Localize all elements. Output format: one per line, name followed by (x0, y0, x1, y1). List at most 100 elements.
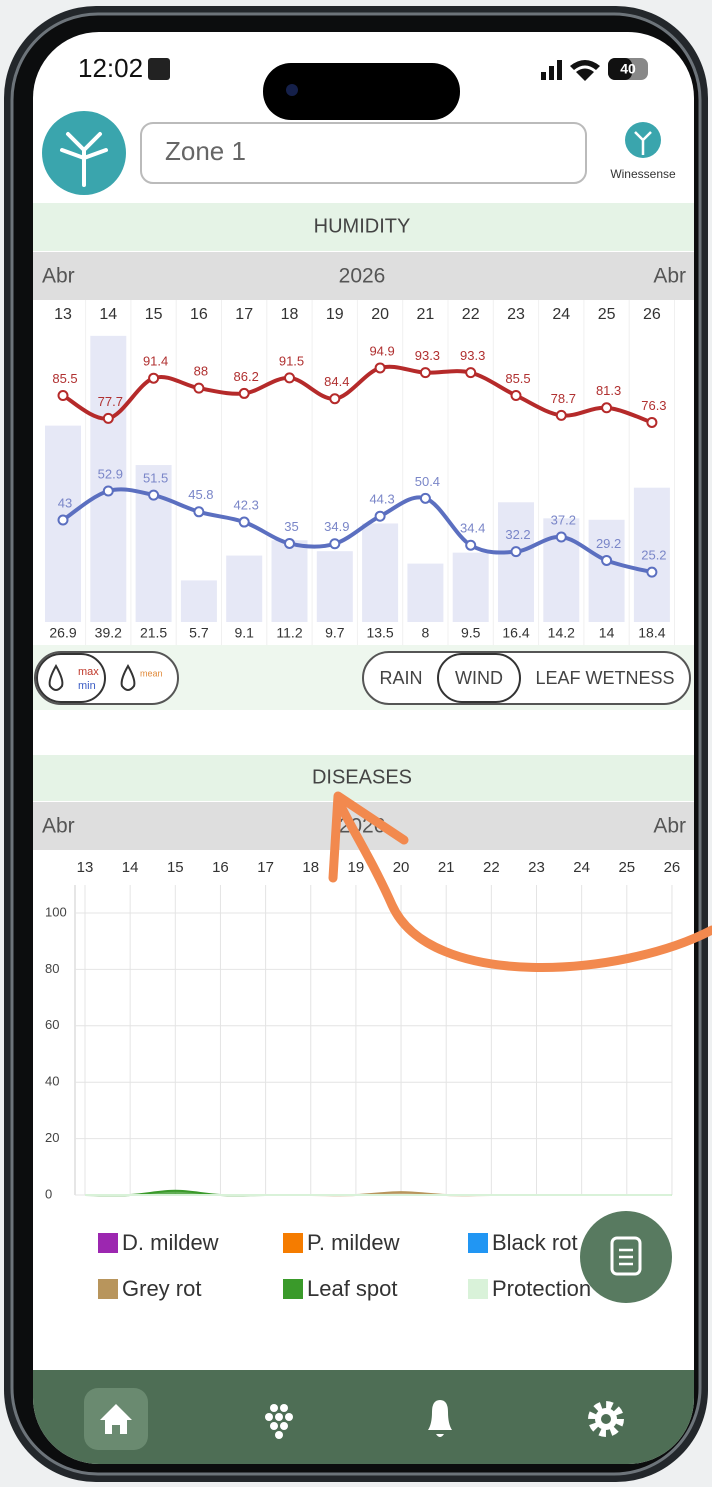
legend-swatch (98, 1279, 118, 1299)
min-point (646, 566, 658, 578)
max-label: 81.3 (596, 383, 621, 398)
report-lines (619, 1248, 633, 1266)
min-point (57, 514, 69, 526)
x-tick-label: 22 (483, 859, 500, 876)
toggle-maxmin[interactable] (36, 653, 106, 703)
max-point (238, 387, 250, 399)
max-label: 77.7 (98, 394, 123, 409)
bar-label: 9.7 (325, 625, 345, 641)
month-left: Abr (42, 815, 75, 838)
toggle-max: max (78, 666, 99, 678)
nav-home[interactable] (100, 1404, 132, 1434)
nav-settings[interactable] (588, 1401, 624, 1437)
min-point (329, 538, 341, 550)
max-point (555, 409, 567, 421)
max-point (284, 372, 295, 384)
day-label: 23 (507, 306, 525, 323)
drop-icon (48, 663, 64, 691)
max-label: 84.4 (324, 374, 349, 389)
mode-button[interactable]: RAIN (379, 668, 422, 688)
day-label: 19 (326, 306, 344, 323)
min-label: 52.9 (98, 466, 123, 481)
day-label: 24 (552, 306, 570, 323)
max-point (646, 416, 658, 428)
bar-label: 16.4 (502, 625, 529, 641)
min-point (284, 537, 295, 549)
min-label: 32.2 (505, 527, 530, 542)
min-label: 45.8 (188, 487, 213, 502)
max-point (102, 412, 114, 424)
drop-icon[interactable] (120, 663, 136, 691)
bar (362, 523, 399, 622)
min-point (465, 539, 477, 551)
min-label: 42.3 (234, 497, 259, 512)
y-tick-label: 20 (45, 1130, 59, 1145)
bar-label: 5.7 (189, 625, 209, 641)
min-point (374, 510, 386, 522)
legend-swatch (98, 1233, 118, 1253)
legend-label: Leaf spot (307, 1276, 398, 1301)
bar (271, 540, 308, 622)
max-point (57, 389, 69, 401)
min-label: 35 (284, 519, 298, 534)
annotation-arrow (333, 795, 712, 972)
bar-label: 14.2 (548, 625, 575, 641)
bar-label: 9.1 (234, 625, 254, 641)
zone-selector[interactable] (140, 122, 587, 184)
bar-label: 21.5 (140, 625, 167, 641)
x-tick-label: 19 (348, 859, 365, 876)
legend-swatch (283, 1233, 303, 1253)
legend: D. mildew P. mildew Black rot Grey rot Leaf … (98, 1230, 591, 1301)
min-point (419, 492, 431, 504)
min-label: 25.2 (641, 548, 666, 563)
day-label: 14 (99, 306, 117, 323)
bar (588, 519, 625, 622)
day-label: 22 (462, 306, 480, 323)
max-point (601, 402, 613, 414)
min-point (555, 531, 567, 543)
max-label: 85.5 (52, 371, 77, 386)
month-band (33, 252, 694, 300)
bar-label: 26.9 (49, 625, 76, 641)
legend-swatch (468, 1233, 488, 1253)
max-point (329, 393, 341, 405)
legend-label: Grey rot (122, 1276, 201, 1301)
bar-label: 11.2 (276, 625, 302, 641)
max-label: 91.5 (279, 353, 304, 368)
min-label: 37.2 (551, 512, 576, 527)
bar-label: 39.2 (95, 625, 122, 641)
nav-alerts[interactable] (428, 1400, 452, 1437)
min-label: 34.4 (460, 521, 485, 536)
x-tick-label: 18 (302, 859, 319, 876)
bar (180, 580, 217, 622)
max-label: 94.9 (369, 343, 394, 358)
max-point (374, 362, 386, 374)
screen: 12:02 40 Zone 1 Winessense HUMIDITY Abr … (33, 32, 694, 1464)
toggle-mean: mean (140, 668, 163, 678)
section-title: DISEASES (312, 766, 412, 788)
year: 2026 (339, 265, 386, 288)
x-tick-label: 13 (77, 859, 94, 876)
day-label: 18 (281, 306, 299, 323)
section-title: HUMIDITY (314, 215, 411, 237)
y-tick-label: 40 (45, 1074, 59, 1089)
legend-label: D. mildew (122, 1230, 219, 1255)
max-point (465, 367, 477, 379)
bar (135, 465, 172, 622)
bar (226, 555, 263, 622)
day-label: 13 (54, 306, 72, 323)
report-icon (610, 1236, 642, 1276)
bar (498, 502, 534, 622)
logo-glyph (60, 132, 108, 187)
mode-button[interactable]: WIND (455, 668, 503, 688)
max-point (193, 382, 205, 394)
x-tick-label: 25 (618, 859, 635, 876)
status-icons (541, 58, 648, 81)
nav-vineyard[interactable] (265, 1404, 293, 1439)
day-label: 26 (643, 306, 661, 323)
mode-button[interactable]: LEAF WETNESS (535, 668, 674, 688)
status-time: 12:02 (78, 53, 143, 83)
min-point (148, 489, 160, 501)
x-tick-label: 23 (528, 859, 545, 876)
